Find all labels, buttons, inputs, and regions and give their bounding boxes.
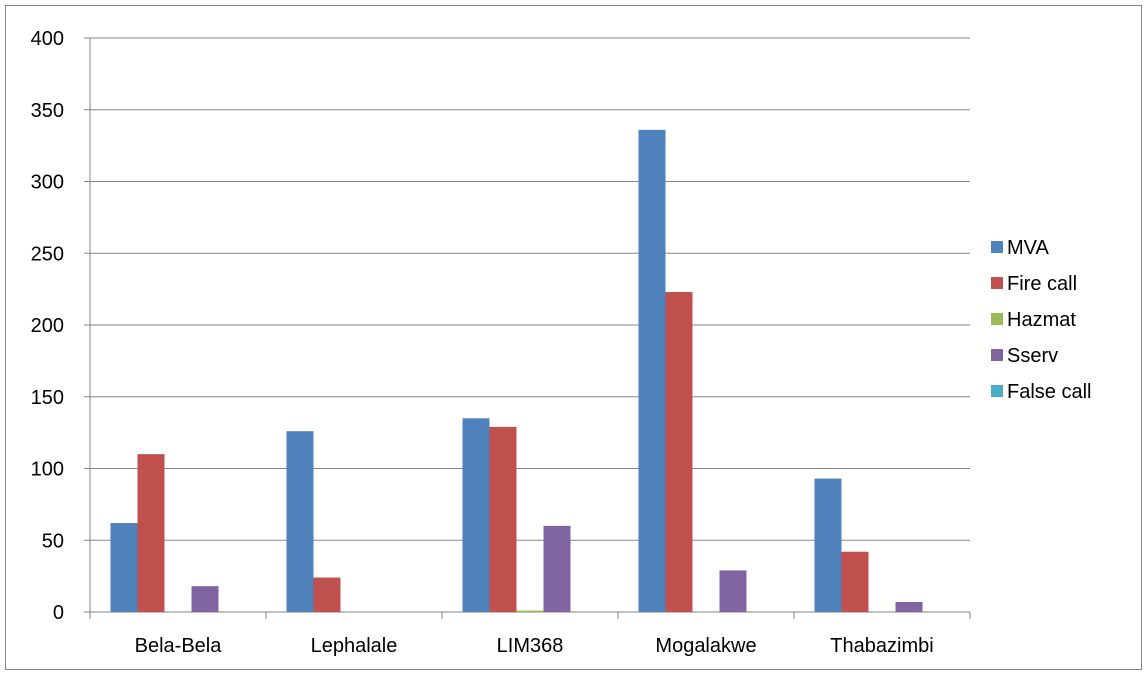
bar-sserv (895, 601, 923, 612)
bar-hazmat (516, 610, 544, 612)
y-tick-label: 0 (53, 602, 64, 624)
y-tick-label: 250 (31, 243, 64, 265)
legend-swatch (991, 349, 1003, 361)
x-tick-label: Lephalale (311, 635, 398, 657)
legend-label: Fire call (1007, 273, 1077, 295)
bar-sserv (719, 570, 747, 612)
x-tick-label: LIM368 (497, 635, 564, 657)
legend-label: False call (1007, 381, 1091, 403)
legend-label: MVA (1007, 237, 1050, 259)
y-tick-label: 350 (31, 100, 64, 122)
bar-sserv (543, 525, 571, 612)
bar-fire-call (489, 426, 517, 612)
x-tick-label: Mogalakwe (655, 635, 756, 657)
bar-mva (286, 431, 314, 612)
bar-mva (110, 523, 138, 612)
legend-swatch (991, 277, 1003, 289)
y-tick-label: 50 (42, 530, 64, 552)
legend-swatch (991, 241, 1003, 253)
bar-fire-call (137, 454, 165, 612)
y-tick-label: 200 (31, 315, 64, 337)
bar-fire-call (665, 291, 693, 612)
bar-mva (814, 478, 842, 612)
bar-sserv (191, 586, 219, 612)
y-tick-label: 150 (31, 387, 64, 409)
chart-frame (5, 5, 1142, 670)
x-tick-label: Bela-Bela (135, 635, 223, 657)
x-tick-label: Thabazimbi (830, 635, 933, 657)
bar-mva (638, 129, 666, 612)
bar-fire-call (841, 551, 869, 612)
legend-label: Hazmat (1007, 309, 1076, 331)
bar-fire-call (313, 577, 341, 612)
y-tick-label: 100 (31, 459, 64, 481)
legend-label: Sserv (1007, 345, 1058, 367)
legend-swatch (991, 313, 1003, 325)
bar-mva (462, 418, 490, 612)
y-tick-label: 300 (31, 172, 64, 194)
legend-swatch (991, 385, 1003, 397)
y-tick-label: 400 (31, 28, 64, 50)
